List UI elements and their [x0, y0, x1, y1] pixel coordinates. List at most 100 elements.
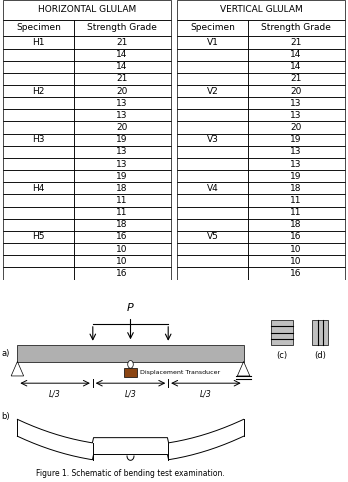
- Bar: [3, 134, 74, 146]
- Bar: [74, 158, 171, 170]
- Bar: [3, 61, 74, 73]
- Bar: [3, 121, 74, 134]
- Text: 10: 10: [116, 245, 128, 254]
- Bar: [74, 255, 171, 268]
- Text: Specimen: Specimen: [16, 24, 61, 32]
- Text: 18: 18: [116, 184, 128, 193]
- Text: 20: 20: [116, 123, 128, 132]
- Bar: [177, 207, 248, 219]
- Bar: [177, 61, 248, 73]
- Bar: [74, 61, 171, 73]
- Bar: [3, 109, 74, 121]
- Text: Figure 1. Schematic of bending test examination.: Figure 1. Schematic of bending test exam…: [36, 469, 225, 478]
- Text: 14: 14: [116, 62, 128, 71]
- Bar: [177, 255, 248, 268]
- Bar: [177, 73, 248, 85]
- Bar: [248, 182, 345, 194]
- Text: 21: 21: [116, 74, 128, 83]
- Text: 13: 13: [290, 99, 302, 108]
- Bar: [177, 36, 248, 49]
- Bar: [3, 36, 74, 49]
- Text: H3: H3: [32, 135, 45, 144]
- Bar: [177, 219, 248, 231]
- Bar: [3, 73, 74, 85]
- Text: 11: 11: [290, 196, 302, 205]
- Text: L/3: L/3: [49, 389, 61, 399]
- Bar: [177, 134, 248, 146]
- Text: (c): (c): [276, 351, 287, 361]
- Text: Displacement Transducer: Displacement Transducer: [140, 370, 220, 375]
- Bar: [3, 255, 74, 268]
- Bar: [74, 243, 171, 255]
- Text: (d): (d): [314, 351, 326, 361]
- Bar: [248, 97, 345, 109]
- Bar: [248, 134, 345, 146]
- Text: V4: V4: [207, 184, 219, 193]
- Bar: [74, 194, 171, 207]
- Bar: [248, 194, 345, 207]
- Bar: [177, 182, 248, 194]
- Text: 13: 13: [116, 160, 128, 169]
- Bar: [74, 85, 171, 97]
- Bar: [177, 49, 248, 61]
- Bar: [177, 85, 248, 97]
- Text: 10: 10: [290, 257, 302, 266]
- Bar: [248, 36, 345, 49]
- Text: $P$: $P$: [126, 301, 135, 313]
- Text: 19: 19: [290, 172, 302, 181]
- Bar: [248, 219, 345, 231]
- Text: 11: 11: [116, 196, 128, 205]
- Text: 21: 21: [290, 74, 302, 83]
- Bar: [74, 146, 171, 158]
- Bar: [177, 231, 248, 243]
- Text: V2: V2: [207, 87, 219, 95]
- Text: 13: 13: [290, 111, 302, 120]
- Text: a): a): [2, 348, 10, 358]
- Bar: [3, 243, 74, 255]
- Bar: [3, 268, 74, 280]
- Text: 18: 18: [290, 220, 302, 229]
- Text: V5: V5: [207, 232, 219, 241]
- Bar: [271, 320, 293, 345]
- Text: 16: 16: [290, 269, 302, 278]
- Text: HORIZONTAL GLULAM: HORIZONTAL GLULAM: [38, 5, 136, 14]
- Text: 13: 13: [116, 99, 128, 108]
- Bar: [74, 97, 171, 109]
- Bar: [3, 146, 74, 158]
- Bar: [74, 182, 171, 194]
- Bar: [248, 158, 345, 170]
- Bar: [248, 146, 345, 158]
- Bar: [248, 61, 345, 73]
- Bar: [177, 109, 248, 121]
- Bar: [124, 368, 137, 377]
- Text: Strength Grade: Strength Grade: [87, 24, 157, 32]
- Bar: [248, 49, 345, 61]
- Bar: [248, 20, 345, 36]
- Bar: [248, 109, 345, 121]
- Text: 16: 16: [290, 232, 302, 241]
- Bar: [177, 121, 248, 134]
- Bar: [74, 268, 171, 280]
- Bar: [248, 255, 345, 268]
- Bar: [3, 97, 74, 109]
- Bar: [177, 194, 248, 207]
- Bar: [74, 170, 171, 182]
- Text: 19: 19: [290, 135, 302, 144]
- Bar: [3, 194, 74, 207]
- Bar: [3, 0, 171, 20]
- Text: V3: V3: [207, 135, 219, 144]
- Bar: [248, 170, 345, 182]
- Bar: [177, 0, 345, 20]
- Text: 10: 10: [290, 245, 302, 254]
- Text: 13: 13: [116, 147, 128, 156]
- Bar: [74, 20, 171, 36]
- Bar: [177, 170, 248, 182]
- Text: 13: 13: [290, 160, 302, 169]
- Text: L/3: L/3: [200, 389, 212, 399]
- Bar: [3, 170, 74, 182]
- Bar: [74, 207, 171, 219]
- Bar: [177, 158, 248, 170]
- Text: 16: 16: [116, 269, 128, 278]
- Text: 11: 11: [116, 208, 128, 217]
- Bar: [3, 182, 74, 194]
